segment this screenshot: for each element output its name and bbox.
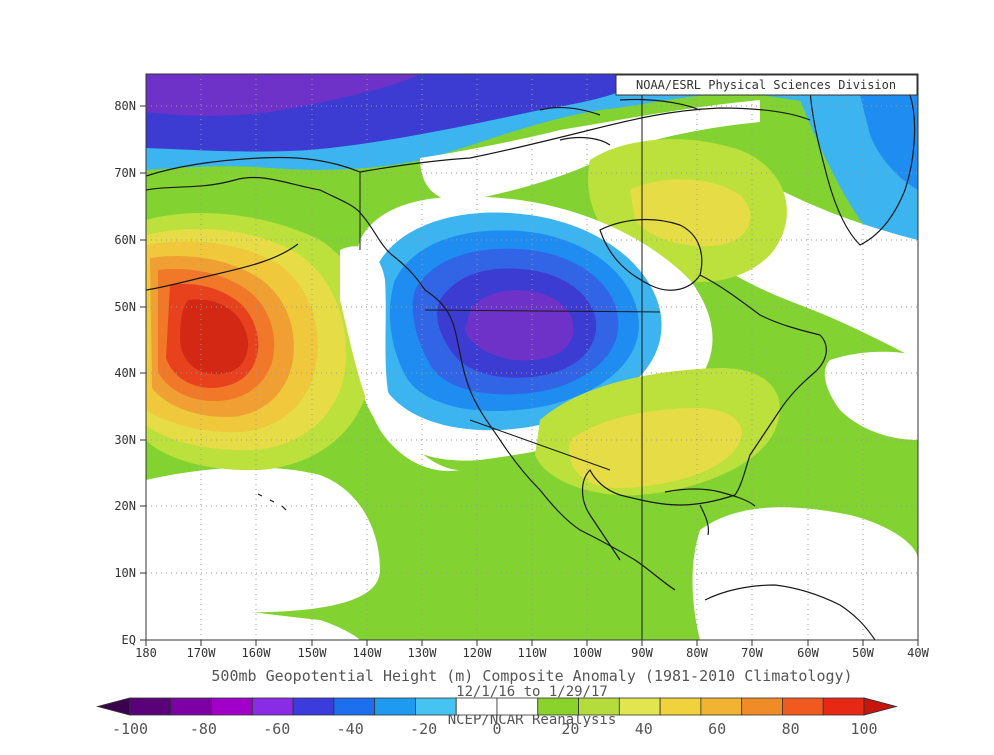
lon-label: 110W — [518, 646, 548, 660]
colorbar-label: 40 — [635, 720, 653, 738]
colorbar-label: 0 — [492, 720, 501, 738]
lat-labels: 80N 70N 60N 50N 40N 30N 20N 10N EQ — [114, 99, 136, 647]
colorbar-swatch — [415, 697, 457, 716]
colorbar-swatch — [211, 697, 253, 716]
lon-label: 100W — [573, 646, 603, 660]
colorbar-swatch — [659, 697, 702, 716]
white-sw-edge — [146, 600, 360, 640]
greenland-blue-core — [860, 95, 918, 190]
colorbar-label: -100 — [112, 720, 148, 738]
colorbar-swatch — [496, 697, 539, 716]
caption-source: NCEP/NCAR Reanalysis — [448, 712, 617, 728]
colorbar-arrow-min — [96, 697, 131, 716]
colorbar-swatch — [455, 697, 498, 716]
coastline-alaska-north — [146, 156, 361, 177]
colorbar-label: -80 — [190, 720, 217, 738]
lon-label: 40W — [907, 646, 929, 660]
caption-dates: 12/1/16 to 1/29/17 — [456, 684, 608, 700]
coastline-east — [699, 274, 827, 496]
colorbar-swatch — [578, 697, 620, 716]
coastline-aleutians — [146, 243, 299, 291]
colorbar-label: 60 — [708, 720, 726, 738]
colorbar-swatch — [292, 697, 335, 716]
lat-label: 80N — [114, 99, 136, 113]
caption-title: 500mb Geopotential Height (m) Composite … — [211, 667, 852, 685]
credit-box: NOAA/ESRL Physical Sciences Division — [615, 74, 918, 96]
lat-label: 60N — [114, 233, 136, 247]
colorbar-label: 80 — [782, 720, 800, 738]
credit-box-bg — [615, 74, 918, 96]
lon-axis — [145, 640, 919, 646]
southeast-high-core — [569, 408, 742, 488]
coastline-gulf — [581, 469, 736, 561]
lon-label: 120W — [463, 646, 493, 660]
coastlines — [146, 86, 916, 640]
lon-label: 60W — [797, 646, 819, 660]
colorbar-swatch — [618, 697, 661, 716]
colorbar-label: -20 — [410, 720, 437, 738]
lon-label: 140W — [353, 646, 383, 660]
colorbar-swatch — [537, 697, 579, 716]
lat-axis — [140, 105, 146, 641]
lon-labels: 180 170W 160W 150W 140W 130W 120W 110W 1… — [135, 646, 929, 660]
coastline-hudson — [599, 218, 703, 291]
colorbar-swatch — [251, 697, 294, 716]
canada-high-core — [630, 179, 751, 247]
lon-label: 130W — [408, 646, 438, 660]
colorbar-swatch — [129, 697, 172, 716]
colorbar-swatch — [741, 697, 783, 716]
colorbar-swatch — [782, 697, 824, 716]
colorbar-labels: -100 -80 -60 -40 -20 0 20 40 60 80 100 — [112, 720, 878, 738]
lon-label: 160W — [242, 646, 272, 660]
colorbar-swatch — [170, 697, 212, 716]
lat-label: EQ — [122, 633, 136, 647]
lat-label: 40N — [114, 366, 136, 380]
borders — [359, 74, 661, 640]
lon-label: 150W — [298, 646, 328, 660]
lat-label: 50N — [114, 300, 136, 314]
white-caribbean — [692, 507, 918, 640]
colorbar-label: 20 — [561, 720, 579, 738]
white-gap — [340, 246, 460, 471]
colorbar — [96, 697, 898, 716]
trough-low-core — [465, 290, 574, 361]
lat-label: 10N — [114, 566, 136, 580]
colorbar-swatch — [333, 697, 376, 716]
lat-label: 70N — [114, 166, 136, 180]
pacific-ridge-core — [180, 299, 248, 375]
contour-field — [146, 74, 918, 640]
colorbar-swatch — [700, 697, 743, 716]
coastline-hawaii — [257, 493, 287, 511]
lat-label: 30N — [114, 433, 136, 447]
lat-label: 20N — [114, 499, 136, 513]
lon-label: 50W — [852, 646, 874, 660]
coastline-arctic-islands — [539, 98, 701, 146]
coastline-cuba — [664, 488, 756, 507]
white-north — [420, 100, 760, 201]
lon-label: 180 — [135, 646, 157, 660]
lon-label: 90W — [631, 646, 653, 660]
lon-label: 170W — [187, 646, 217, 660]
credit-text: NOAA/ESRL Physical Sciences Division — [636, 78, 896, 92]
east-white-edge — [824, 351, 918, 440]
colorbar-label: 100 — [850, 720, 877, 738]
coastline-south-america — [704, 584, 876, 640]
white-south-pacific — [146, 467, 380, 613]
colorbar-swatch — [822, 697, 865, 716]
lon-label: 80W — [686, 646, 708, 660]
lon-label: 70W — [741, 646, 763, 660]
coastline-florida — [699, 504, 710, 536]
graticule — [146, 74, 918, 640]
coastline-pacific — [146, 176, 676, 591]
colorbar-arrow-max — [863, 697, 898, 716]
colorbar-label: -40 — [337, 720, 364, 738]
arctic-low-core — [146, 74, 420, 116]
colorbar-label: -60 — [263, 720, 290, 738]
coastline-canada-arctic — [359, 107, 811, 173]
colorbar-swatch — [374, 697, 416, 716]
